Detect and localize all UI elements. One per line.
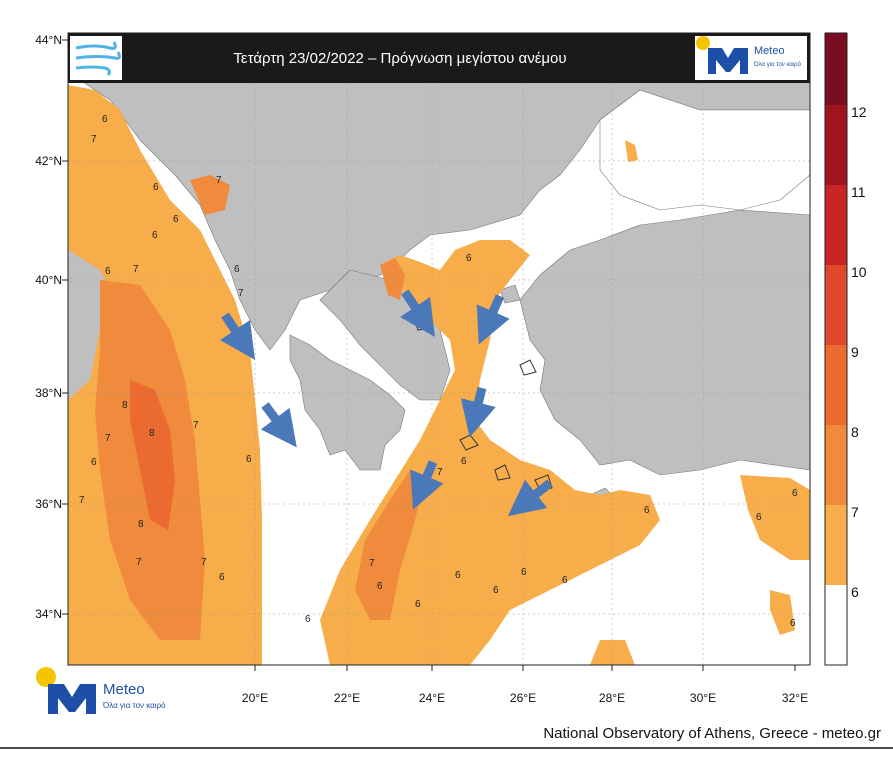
contour-label: 6 — [219, 572, 225, 583]
wind-arrow — [260, 402, 297, 448]
meteo-logo: Meteo Όλα για τον καιρό — [695, 36, 807, 80]
lat-label: 38°N — [35, 386, 62, 400]
colorbar-label: 8 — [851, 424, 859, 440]
longitude-labels: 20°E 22°E 24°E 26°E 28°E 30°E 32°E — [242, 665, 808, 705]
lat-label: 34°N — [35, 607, 62, 621]
colorbar-label: 6 — [851, 584, 859, 600]
contour-label: 7 — [437, 467, 443, 478]
lat-label: 42°N — [35, 154, 62, 168]
contour-label: 6 — [173, 214, 179, 225]
colorbar-band — [825, 185, 847, 265]
lat-label: 44°N — [35, 33, 62, 47]
contour-label: 6 — [105, 266, 111, 277]
contour-label: 7 — [136, 557, 142, 568]
colorbar-band — [825, 105, 847, 185]
map-title: Τετάρτη 23/02/2022 – Πρόγνωση μεγίστου α… — [233, 50, 566, 67]
lon-label: 30°E — [690, 691, 716, 705]
contour-label: 6 — [644, 505, 650, 516]
colorbar-band — [825, 425, 847, 505]
brand-name-bottom: Meteo — [103, 681, 145, 698]
contour-label: 7 — [369, 558, 375, 569]
colorbar-label: 9 — [851, 344, 859, 360]
footer-credit: National Observatory of Athens, Greece -… — [543, 725, 881, 742]
wind-arrow — [410, 460, 444, 510]
contour-label: 7 — [193, 420, 199, 431]
brand-tagline: Όλα για τον καιρό — [753, 61, 802, 68]
contour-label: 6 — [153, 182, 159, 193]
wind-icon — [70, 36, 122, 80]
contour-label: 6 — [756, 512, 762, 523]
contour-label: 8 — [149, 428, 155, 439]
lat-label: 36°N — [35, 497, 62, 511]
wind-arrow — [460, 386, 496, 438]
wind-arrow — [400, 289, 435, 337]
latitude-labels: 44°N 42°N 40°N 38°N 36°N 34°N — [35, 33, 68, 621]
contour-label: 7 — [133, 264, 139, 275]
contour-label: 6 — [521, 567, 527, 578]
contour-label: 7 — [216, 175, 222, 186]
contour-label: 8 — [138, 519, 144, 530]
lon-label: 20°E — [242, 691, 268, 705]
colorbar-label: 11 — [851, 184, 866, 200]
contour-label: 7 — [91, 134, 97, 145]
contour-label: 7 — [238, 288, 244, 299]
title-bar: Τετάρτη 23/02/2022 – Πρόγνωση μεγίστου α… — [68, 33, 810, 83]
graticule — [68, 33, 810, 665]
wind-shading-8-9 — [130, 380, 175, 530]
anatolia-land — [519, 209, 810, 476]
contour-label: 6 — [455, 570, 461, 581]
meteo-logo-bottom: Meteo Όλα για τον καιρό — [36, 667, 166, 714]
contour-label: 6 — [790, 618, 796, 629]
contour-label: 6 — [234, 264, 240, 275]
lat-label: 40°N — [35, 273, 62, 287]
contour-label: 6 — [493, 585, 499, 596]
colorbar-band — [825, 585, 847, 665]
colorbar-band — [825, 505, 847, 585]
contour-label: 6 — [792, 488, 798, 499]
brand-name: Meteo — [754, 45, 785, 57]
contour-label: 7 — [105, 433, 111, 444]
colorbar: 6 7 8 9 10 11 12 — [824, 32, 867, 666]
colorbar-band — [825, 345, 847, 425]
brand-tagline-bottom: Όλα για τον καιρό — [102, 701, 166, 710]
contour-label: 8 — [122, 400, 128, 411]
lon-label: 28°E — [599, 691, 625, 705]
contour-label: 7 — [413, 491, 419, 502]
lon-label: 32°E — [782, 691, 808, 705]
contour-label: 7 — [79, 495, 85, 506]
lon-label: 22°E — [334, 691, 360, 705]
contour-label: 6 — [415, 599, 421, 610]
colorbar-label: 7 — [851, 504, 859, 520]
contour-label: 6 — [305, 614, 311, 625]
contour-label: 6 — [91, 457, 97, 468]
contour-label: 6 — [246, 454, 252, 465]
colorbar-label: 10 — [851, 264, 867, 280]
lon-label: 24°E — [419, 691, 445, 705]
contour-label: 6 — [152, 230, 158, 241]
colorbar-band — [825, 33, 847, 105]
contour-label: 7 — [201, 557, 207, 568]
colorbar-label: 12 — [851, 104, 867, 120]
colorbar-band — [825, 265, 847, 345]
contour-label: 6 — [377, 581, 383, 592]
wind-arrow — [220, 312, 255, 360]
wind-arrow — [507, 479, 553, 517]
lon-label: 26°E — [510, 691, 536, 705]
contour-label: 6 — [562, 575, 568, 586]
contour-label: 6 — [102, 114, 108, 125]
contour-label: 6 — [466, 253, 472, 264]
peloponnese-land — [289, 334, 406, 471]
contour-label: 6 — [461, 456, 467, 467]
black-sea — [599, 89, 810, 211]
wind-arrows — [220, 289, 553, 517]
wind-arrow — [476, 294, 510, 345]
